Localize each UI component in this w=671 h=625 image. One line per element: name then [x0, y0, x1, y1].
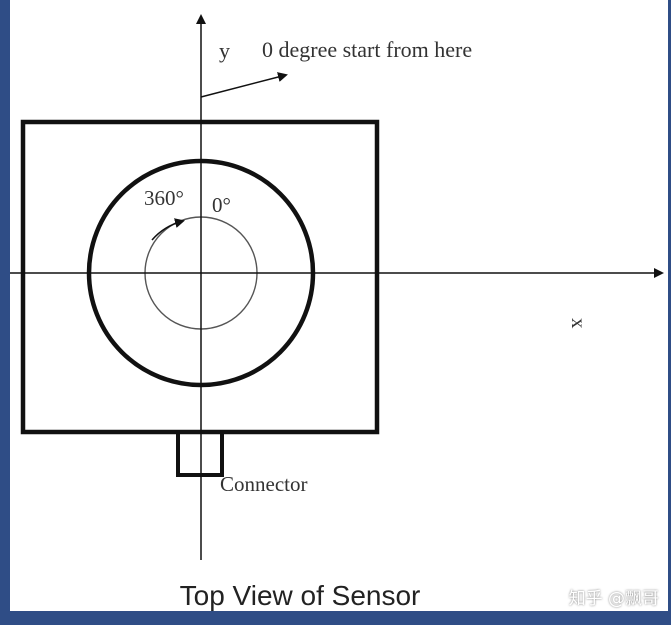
connector-label: Connector	[220, 472, 307, 496]
frame-bottom-border	[0, 611, 671, 625]
zero-degree-arrow	[200, 72, 288, 98]
angle-0-label: 0°	[212, 193, 231, 217]
frame-left-border	[0, 0, 10, 625]
y-axis-label: y	[219, 38, 230, 63]
angle-360-label: 360°	[144, 186, 184, 210]
start-note-label: 0 degree start from here	[262, 37, 472, 62]
watermark: 知乎 @飘哥	[568, 589, 659, 609]
frame-right-border	[668, 0, 671, 625]
x-axis-label: x	[567, 318, 591, 329]
caption: Top View of Sensor	[180, 580, 421, 611]
rotation-arrow	[151, 218, 185, 241]
connector-shape	[176, 430, 224, 477]
